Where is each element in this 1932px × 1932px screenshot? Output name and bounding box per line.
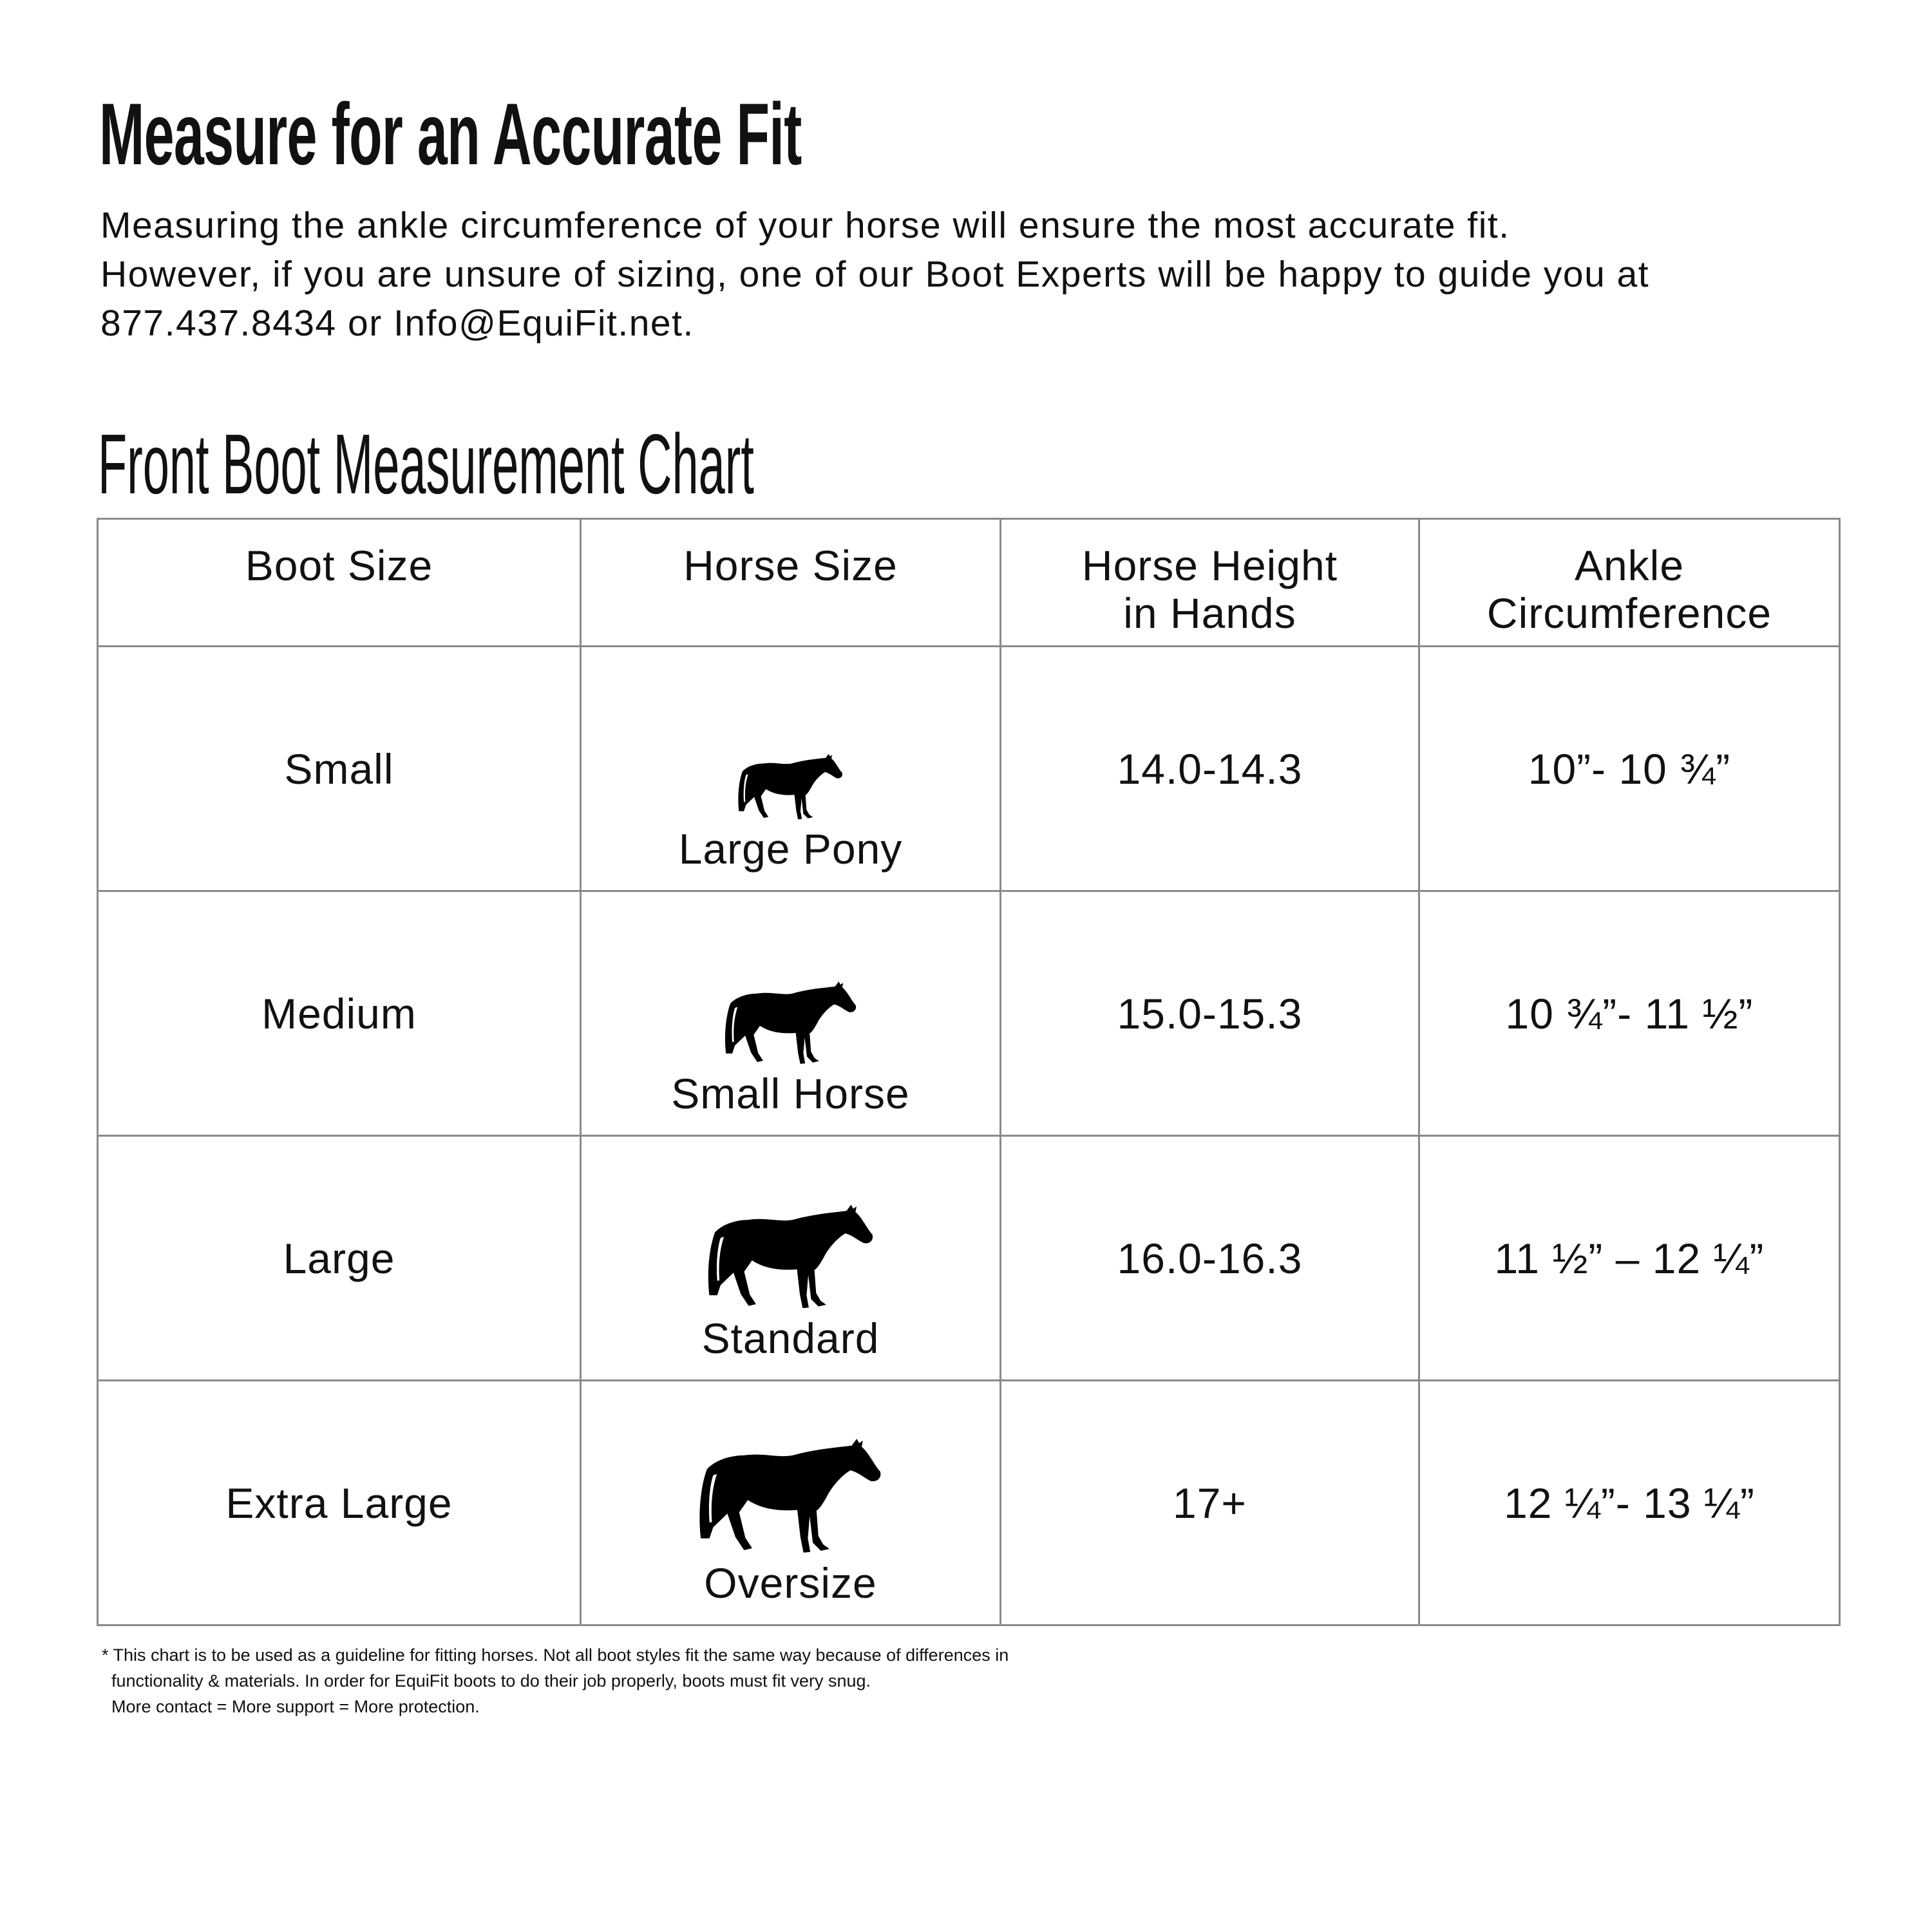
- intro-line: However, if you are unsure of sizing, on…: [100, 254, 1650, 295]
- header-horse-size: Horse Size: [580, 518, 1001, 647]
- boot-size-cell: Extra Large: [97, 1379, 582, 1626]
- boot-size-cell: Small: [97, 645, 582, 892]
- horse-silhouette-icon: [738, 753, 842, 820]
- intro-line: Measuring the ankle circumference of you…: [100, 205, 1510, 246]
- header-line: Horse Size: [683, 542, 898, 589]
- footnote-line: More contact = More support = More prote…: [102, 1697, 480, 1716]
- table-header-row: Boot Size Horse Size Horse Height in Hand…: [97, 518, 1841, 647]
- measurement-table: Boot Size Horse Size Horse Height in Hand…: [97, 518, 1841, 1626]
- horse-silhouette-icon: [699, 1439, 881, 1553]
- header-line: Ankle: [1574, 542, 1685, 589]
- footnote: * This chart is to be used as a guidelin…: [102, 1642, 1009, 1719]
- horse-size-cell: Large Pony: [580, 645, 1001, 892]
- horse-size-label: Standard: [701, 1314, 880, 1362]
- horse-height-cell: 17+: [999, 1379, 1420, 1626]
- header-line: in Hands: [1123, 589, 1296, 637]
- boot-size-cell: Medium: [97, 890, 582, 1137]
- table-row: Medium Small Horse 15.0-15.3 10 ¾”- 11 ½”: [97, 890, 1841, 1137]
- header-line: Circumference: [1486, 589, 1772, 637]
- page-title: Measure for an Accurate Fit: [99, 85, 802, 183]
- horse-size-cell: Standard: [580, 1135, 1001, 1381]
- ankle-circumference-cell: 11 ½” – 12 ¼”: [1418, 1135, 1841, 1381]
- intro-line: 877.437.8434 or Info@EquiFit.net.: [100, 303, 694, 344]
- horse-height-cell: 16.0-16.3: [999, 1135, 1420, 1381]
- intro-paragraph: Measuring the ankle circumference of you…: [100, 201, 1871, 348]
- horse-size-label: Large Pony: [678, 825, 903, 873]
- horse-height-cell: 15.0-15.3: [999, 890, 1420, 1137]
- horse-silhouette-icon: [708, 1204, 873, 1309]
- horse-size-cell: Small Horse: [580, 890, 1001, 1137]
- ankle-circumference-cell: 12 ¼”- 13 ¼”: [1418, 1379, 1841, 1626]
- horse-size-label: Oversize: [704, 1559, 877, 1607]
- header-boot-size: Boot Size: [97, 518, 582, 647]
- footnote-line: functionality & materials. In order for …: [102, 1671, 871, 1690]
- chart-title: Front Boot Measurement Chart: [98, 417, 754, 511]
- horse-size-label: Small Horse: [671, 1070, 910, 1117]
- header-line: Horse Height: [1081, 542, 1338, 589]
- horse-size-cell: Oversize: [580, 1379, 1001, 1626]
- ankle-circumference-cell: 10”- 10 ¾”: [1418, 645, 1841, 892]
- footnote-line: * This chart is to be used as a guidelin…: [102, 1645, 1009, 1665]
- boot-size-cell: Large: [97, 1135, 582, 1381]
- table-row: Large Standard 16.0-16.3 11 ½” – 12 ¼”: [97, 1135, 1841, 1381]
- header-line: Boot Size: [245, 542, 433, 589]
- ankle-circumference-cell: 10 ¾”- 11 ½”: [1418, 890, 1841, 1137]
- horse-height-cell: 14.0-14.3: [999, 645, 1420, 892]
- header-horse-height: Horse Height in Hands: [999, 518, 1420, 647]
- table-row: Extra Large Oversize 17+ 12 ¼”- 13 ¼”: [97, 1379, 1841, 1626]
- horse-silhouette-icon: [724, 981, 856, 1064]
- table-row: Small Large Pony 14.0-14.3 10”- 10 ¾”: [97, 645, 1841, 892]
- header-ankle-circumference: Ankle Circumference: [1418, 518, 1841, 647]
